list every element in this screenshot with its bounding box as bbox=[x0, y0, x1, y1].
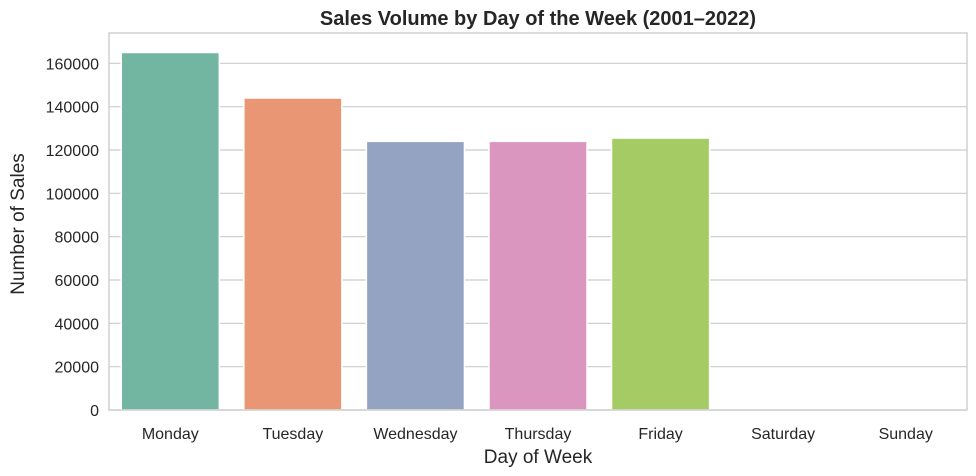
y-tick-label: 140000 bbox=[46, 100, 99, 117]
bar-thursday bbox=[488, 140, 588, 411]
y-tick-labels: 0 20000 40000 60000 80000 100000 120000 140000 1… bbox=[46, 56, 99, 420]
y-tick-label: 60000 bbox=[55, 273, 100, 290]
x-tick-labels: Monday Tuesday Wednesday Thursday Friday Satu… bbox=[142, 426, 933, 443]
x-tick-label: Monday bbox=[142, 426, 199, 443]
x-tick-label: Thursday bbox=[505, 426, 572, 443]
plot-frame bbox=[108, 32, 968, 411]
y-tick-label: 100000 bbox=[46, 186, 99, 203]
x-tick-label: Tuesday bbox=[262, 426, 323, 443]
x-tick-label: Wednesday bbox=[373, 426, 457, 443]
x-tick-label: Sunday bbox=[879, 426, 933, 443]
y-tick-label: 40000 bbox=[55, 316, 100, 333]
y-tick-label: 20000 bbox=[55, 360, 100, 377]
bar-wednesday bbox=[365, 140, 466, 411]
bar-friday bbox=[610, 137, 711, 411]
bars bbox=[120, 51, 711, 411]
y-tick-label: 120000 bbox=[46, 143, 99, 160]
x-tick-label: Saturday bbox=[751, 426, 815, 443]
y-tick-label: 0 bbox=[90, 403, 99, 420]
chart-title: Sales Volume by Day of the Week (2001–20… bbox=[320, 8, 756, 30]
x-axis-label: Day of Week bbox=[484, 447, 593, 468]
y-tick-label: 80000 bbox=[55, 230, 100, 247]
x-tick-label: Friday bbox=[638, 426, 682, 443]
bar-monday bbox=[120, 51, 221, 411]
y-tick-label: 160000 bbox=[46, 56, 99, 73]
y-axis-label: Number of Sales bbox=[8, 153, 29, 295]
bar-tuesday bbox=[243, 97, 343, 411]
